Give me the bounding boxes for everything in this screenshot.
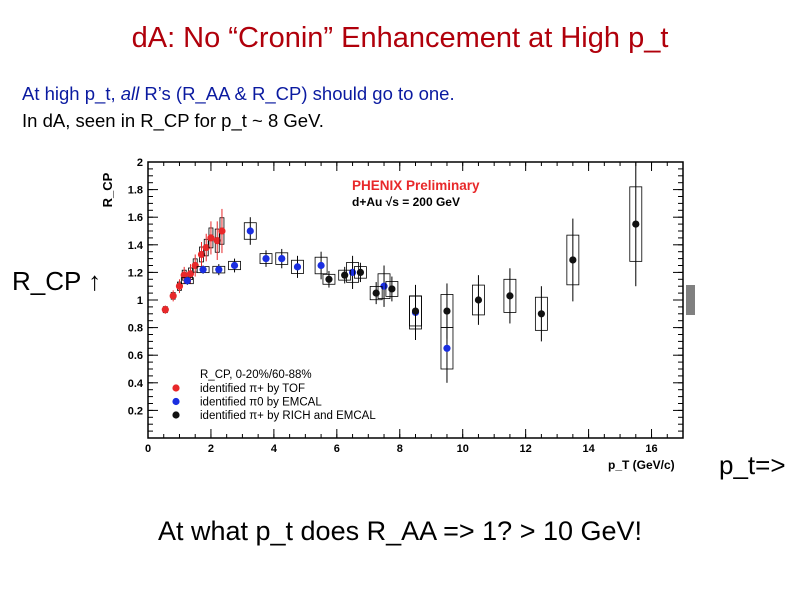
y-tick-label: 0.6 xyxy=(128,350,143,362)
x-side-label: p_t=> xyxy=(719,450,786,480)
data-point xyxy=(169,292,177,300)
data-point xyxy=(207,234,215,242)
y-tick-label: 0.8 xyxy=(128,323,143,335)
data-point xyxy=(262,255,270,263)
y-tick-label: 1 xyxy=(137,295,143,307)
data-point xyxy=(317,261,325,270)
x-axis-label: p_T (GeV/c) xyxy=(608,458,675,472)
data-point xyxy=(293,263,302,271)
data-point xyxy=(474,296,483,304)
data-point xyxy=(356,268,365,276)
y-tick-label: 1.4 xyxy=(128,240,144,252)
data-point xyxy=(161,306,169,314)
legend-entry: identified π0 by EMCAL xyxy=(200,397,322,409)
y-tick-label: 2 xyxy=(137,157,143,169)
data-point xyxy=(246,227,254,235)
data-point xyxy=(183,277,191,285)
data-point xyxy=(197,250,206,259)
data-point xyxy=(180,271,188,279)
data-point xyxy=(186,270,195,278)
x-tick-label: 2 xyxy=(208,443,214,455)
data-point xyxy=(218,227,226,235)
y-tick-label: 0.4 xyxy=(128,378,144,390)
x-tick-label: 16 xyxy=(645,443,657,455)
data-point xyxy=(199,266,207,274)
x-tick-label: 6 xyxy=(334,443,340,455)
chart-subtitle: d+Au √s = 200 GeV xyxy=(352,195,460,209)
data-point xyxy=(175,282,184,290)
legend-marker xyxy=(172,384,180,392)
legend-entry: identified π+ by RICH and EMCAL xyxy=(200,410,376,422)
legend-marker xyxy=(172,397,180,406)
data-point xyxy=(213,237,221,245)
y-side-label: R_CP ↑ xyxy=(12,266,102,296)
data-point xyxy=(278,255,286,263)
y-tick-label: 0.2 xyxy=(128,405,143,417)
x-tick-label: 0 xyxy=(145,443,151,455)
data-point xyxy=(506,292,514,300)
x-tick-label: 4 xyxy=(271,443,278,455)
data-point xyxy=(215,266,223,274)
data-point xyxy=(230,261,239,270)
data-point xyxy=(443,307,451,315)
x-tick-label: 8 xyxy=(397,443,403,455)
line1-emphasis: all xyxy=(120,83,140,104)
slide-title: dА: No “Cronin” Enhancement at High p_t xyxy=(131,22,669,54)
data-point xyxy=(569,256,577,264)
axis-tick-labels: 0 2 4 6 8 10 12 14 16 0.2 0.4 0.6 0.8 1 1.2 1.4 1.6 1.8 2 xyxy=(128,157,658,455)
x-tick-label: 14 xyxy=(582,443,595,455)
y-tick-label: 1.2 xyxy=(128,267,143,279)
data-point xyxy=(372,289,380,297)
x-tick-label: 12 xyxy=(520,443,532,455)
subtitle-line-2: In dA, seen in R_CP for p_t ~ 8 GeV. xyxy=(22,110,324,131)
data-point xyxy=(341,271,349,279)
data-point xyxy=(191,261,199,270)
y-axis-label: R_CP xyxy=(100,172,115,207)
y-tick-label: 1.6 xyxy=(128,212,143,224)
data-point xyxy=(325,275,333,283)
legend-title: R_CP, 0-20%/60-88% xyxy=(200,369,312,381)
y-tick-label: 1.8 xyxy=(128,185,143,197)
legend: identified π+ by TOF identified π0 by EMC… xyxy=(172,383,376,422)
data-markers xyxy=(161,162,643,383)
axis-ticks xyxy=(147,161,684,439)
data-point xyxy=(443,344,451,352)
data-point xyxy=(411,307,420,315)
line1-post: R’s (R_AA & R_CP) should go to one. xyxy=(139,83,455,104)
subtitle-line-1: At high p_t, all R’s (R_AA & R_CP) shoul… xyxy=(22,83,455,105)
data-point xyxy=(388,285,396,293)
legend-entry: identified π+ by TOF xyxy=(200,383,305,395)
data-point xyxy=(537,310,545,318)
gray-normalization-band xyxy=(686,285,695,315)
bottom-question: At what p_t does R_AA => 1? > 10 GeV! xyxy=(157,516,643,546)
legend-marker xyxy=(172,411,180,419)
line1-pre: At high p_t, xyxy=(22,83,121,104)
data-point xyxy=(632,220,640,228)
chart-title: PHENIX Preliminary xyxy=(352,178,480,193)
x-tick-label: 10 xyxy=(457,443,469,455)
data-point xyxy=(202,243,210,252)
